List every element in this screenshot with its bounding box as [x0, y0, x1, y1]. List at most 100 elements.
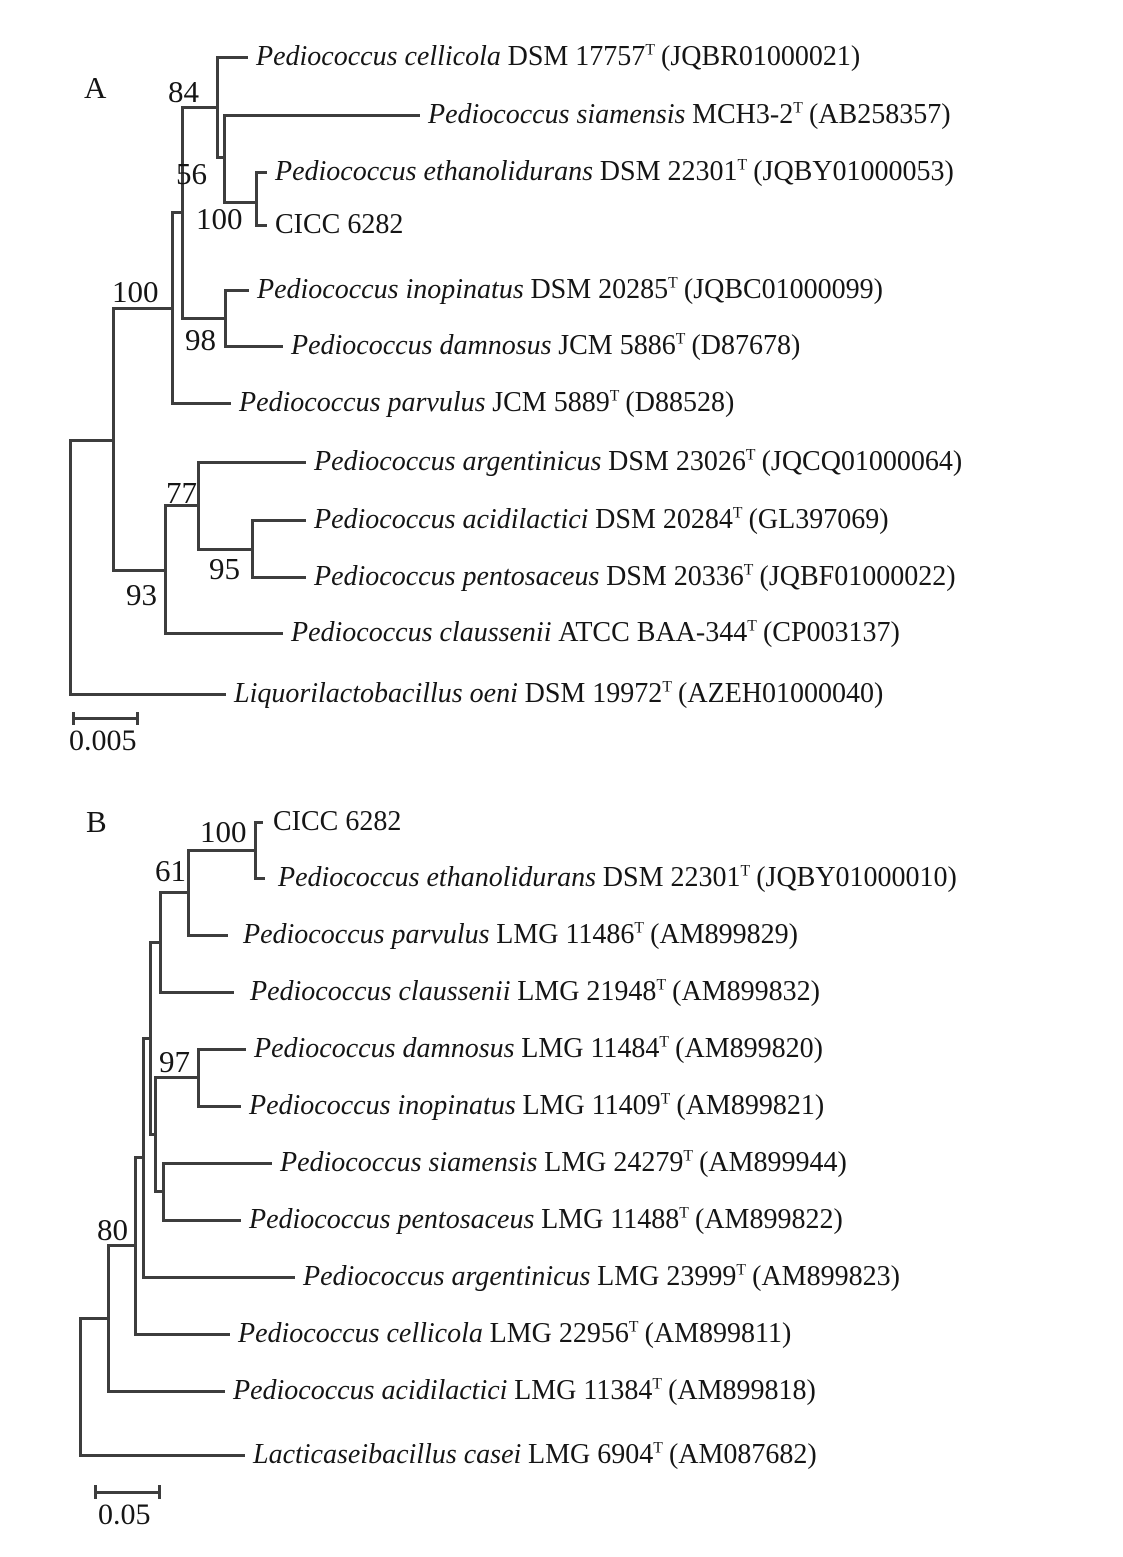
- taxon-accession: (AM899829): [650, 919, 798, 950]
- type-strain-superscript: T: [662, 678, 672, 696]
- branch: [113, 569, 165, 572]
- taxon-label: Pediococcus parvulus LMG 11486T (AM899829): [243, 920, 798, 950]
- taxon-name: Pediococcus siamensis: [428, 99, 686, 130]
- branch: [165, 632, 283, 635]
- branch: [154, 1076, 157, 1193]
- taxon-strain: CICC 6282: [275, 209, 404, 240]
- branch: [181, 106, 184, 320]
- taxon-accession: (AM087682): [668, 1439, 817, 1470]
- taxon-label: Pediococcus cellicola DSM 17757T (JQBR0100…: [256, 42, 860, 72]
- taxon-strain: JCM 5886T: [558, 330, 686, 361]
- panel-a-letter: A: [84, 70, 107, 105]
- taxon-label: Pediococcus claussenii ATCC BAA-344T (CP00…: [291, 618, 900, 648]
- branch: [112, 307, 115, 572]
- bootstrap-value: 80: [97, 1212, 128, 1247]
- taxon-accession: (AM899822): [695, 1204, 843, 1235]
- branch: [224, 289, 227, 348]
- type-strain-superscript: T: [609, 387, 620, 405]
- branch: [70, 439, 113, 442]
- taxon-label: Pediococcus acidilactici LMG 11384T (AM899…: [233, 1376, 816, 1406]
- taxon-strain: LMG 21948T: [517, 976, 667, 1007]
- taxon-strain: DSM 19972T: [524, 678, 672, 709]
- taxon-accession: (AM899944): [699, 1147, 847, 1178]
- scale-bar: [95, 1491, 160, 1494]
- taxon-label: Pediococcus ethanolidurans DSM 22301T (JQB…: [278, 863, 957, 893]
- scale-bar-tick: [72, 712, 75, 725]
- bootstrap-value: 97: [159, 1044, 190, 1079]
- taxon-label: Pediococcus siamensis MCH3-2T (AB258357): [428, 100, 951, 130]
- taxon-name: Pediococcus inopinatus: [257, 274, 524, 305]
- taxon-accession: (AM899811): [644, 1318, 792, 1349]
- branch: [159, 891, 162, 994]
- taxon-label: Pediococcus parvulus JCM 5889T (D88528): [239, 388, 734, 418]
- taxon-strain: DSM 20336T: [606, 561, 754, 592]
- branch: [162, 1162, 165, 1222]
- branch: [188, 849, 255, 852]
- branch: [163, 1162, 272, 1165]
- taxon-accession: (AM899818): [668, 1375, 816, 1406]
- taxon-strain: DSM 20284T: [595, 504, 743, 535]
- branch: [113, 307, 172, 310]
- taxon-name: Pediococcus damnosus: [254, 1033, 515, 1064]
- taxon-strain: LMG 23999T: [597, 1261, 746, 1292]
- type-strain-superscript: T: [745, 446, 756, 464]
- taxon-accession: (JQBR01000021): [661, 41, 861, 72]
- branch: [135, 1156, 143, 1159]
- type-strain-superscript: T: [740, 862, 751, 880]
- branch: [198, 1048, 246, 1051]
- taxon-strain: DSM 20285T: [530, 274, 678, 305]
- taxon-label: Pediococcus argentinicus DSM 23026T (JQCQ0…: [314, 447, 962, 477]
- taxon-label: Pediococcus claussenii LMG 21948T (AM89983…: [250, 977, 820, 1007]
- type-strain-superscript: T: [652, 1375, 662, 1393]
- taxon-strain: DSM 23026T: [608, 446, 756, 477]
- branch: [225, 345, 283, 348]
- taxon-name: Pediococcus parvulus: [239, 387, 486, 418]
- branch: [182, 317, 225, 320]
- branch: [198, 548, 252, 551]
- taxon-name: Pediococcus argentinicus: [314, 446, 602, 477]
- type-strain-superscript: T: [653, 1439, 663, 1457]
- taxon-strain: LMG 11384T: [514, 1375, 662, 1406]
- bootstrap-value: 84: [168, 74, 199, 109]
- taxon-label: CICC 6282: [275, 210, 403, 240]
- taxon-label: Pediococcus acidilactici DSM 20284T (GL397…: [314, 505, 889, 535]
- taxon-strain: CICC 6282: [273, 806, 402, 837]
- taxon-name: Liquorilactobacillus oeni: [234, 678, 518, 709]
- branch: [256, 224, 267, 227]
- branch: [197, 1048, 200, 1108]
- branch: [198, 461, 306, 464]
- branch: [251, 519, 254, 579]
- taxon-name: Pediococcus ethanolidurans: [275, 156, 594, 187]
- taxon-accession: (CP003137): [762, 617, 900, 648]
- taxon-label: Pediococcus inopinatus DSM 20285T (JQBC010…: [257, 275, 883, 305]
- branch: [143, 1037, 150, 1040]
- scale-bar-tick: [94, 1485, 97, 1499]
- branch: [149, 941, 152, 1136]
- taxon-accession: (D88528): [625, 387, 735, 418]
- branch: [163, 1219, 241, 1222]
- type-strain-superscript: T: [628, 1318, 639, 1336]
- branch: [216, 56, 219, 159]
- branch: [171, 211, 174, 405]
- branch: [172, 402, 231, 405]
- scale-bar-tick: [136, 712, 139, 725]
- taxon-accession: (AZEH01000040): [678, 678, 884, 709]
- taxon-accession: (AM899823): [752, 1261, 900, 1292]
- taxon-label: Pediococcus ethanolidurans DSM 22301T (JQB…: [275, 157, 954, 187]
- taxon-strain: DSM 17757T: [507, 41, 655, 72]
- taxon-name: Pediococcus siamensis: [280, 1147, 538, 1178]
- taxon-strain: LMG 6904T: [528, 1439, 663, 1470]
- taxon-name: Pediococcus inopinatus: [249, 1090, 516, 1121]
- taxon-accession: (AM899820): [675, 1033, 823, 1064]
- bootstrap-value: 95: [209, 551, 240, 586]
- taxon-name: Pediococcus acidilactici: [233, 1375, 508, 1406]
- branch: [197, 461, 200, 551]
- type-strain-superscript: T: [793, 99, 803, 117]
- taxon-accession: (GL397069): [748, 504, 889, 535]
- taxon-label: Pediococcus damnosus LMG 11484T (AM899820): [254, 1034, 823, 1064]
- taxon-strain: ATCC BAA-344T: [558, 617, 757, 648]
- taxon-label: Liquorilactobacillus oeni DSM 19972T (AZEH…: [234, 679, 883, 709]
- branch: [108, 1244, 135, 1247]
- type-strain-superscript: T: [668, 274, 678, 292]
- scale-bar-label: 0.005: [69, 724, 137, 757]
